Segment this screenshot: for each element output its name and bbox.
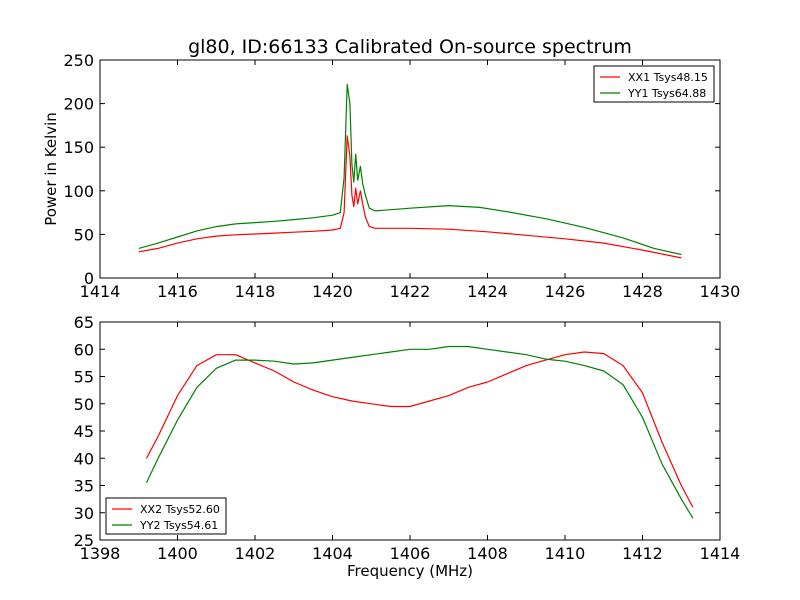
chart-title: gl80, ID:66133 Calibrated On-source spec… (188, 36, 632, 58)
legend-label: YY2 Tsys54.61 (139, 519, 218, 532)
x-tick-label: 1422 (390, 282, 431, 301)
x-tick-label: 1402 (235, 544, 276, 563)
legend-box (105, 497, 227, 535)
y-tick-label: 250 (63, 51, 94, 70)
bottom-spectrum-panel: 1398 1400 1402 1404 1406 1408 1410 1412 1414 25 30… (74, 313, 741, 580)
y-tick-label: 100 (63, 182, 94, 201)
legend: XX1 Tsys48.15 YY1 Tsys64.88 (593, 65, 715, 103)
legend-box (593, 65, 715, 103)
x-tick-label: 1414 (700, 544, 741, 563)
x-tick-label: 1398 (80, 544, 121, 563)
y-tick-label: 25 (74, 531, 94, 550)
x-tick-label: 1424 (467, 282, 508, 301)
x-axis-label: Frequency (MHz) (347, 562, 473, 580)
series-line-xx2 (145, 351, 694, 508)
x-tick-label: 1400 (157, 544, 198, 563)
x-tick-label: 1406 (390, 544, 431, 563)
x-tick-label: 1414 (80, 282, 121, 301)
y-tick-label: 35 (74, 477, 94, 496)
x-tick-label: 1416 (157, 282, 198, 301)
legend-label: YY1 Tsys64.88 (627, 87, 706, 100)
series-line-yy2 (145, 345, 694, 519)
y-tick-label: 65 (74, 313, 94, 332)
x-tick-label: 1430 (700, 282, 741, 301)
legend-label: XX2 Tsys52.60 (140, 503, 220, 516)
series-line-xx1 (138, 135, 682, 259)
legend-label: XX1 Tsys48.15 (628, 71, 708, 84)
y-tick-label: 55 (74, 368, 94, 387)
legend: XX2 Tsys52.60 YY2 Tsys54.61 (105, 497, 227, 535)
x-tick-label: 1426 (545, 282, 586, 301)
y-axis-label: Power in Kelvin (42, 112, 60, 226)
y-tick-label: 200 (63, 95, 94, 114)
x-tick-label: 1412 (622, 544, 663, 563)
x-tick-label: 1408 (467, 544, 508, 563)
x-tick-label: 1418 (235, 282, 276, 301)
y-tick-label: 40 (74, 449, 94, 468)
x-tick-label: 1420 (312, 282, 353, 301)
y-tick-label: 30 (74, 504, 94, 523)
y-tick-label: 0 (84, 269, 94, 288)
series-line-yy1 (138, 83, 682, 256)
top-spectrum-panel: 1414 1416 1418 1420 1422 1424 1426 1428 1430 0 50 1… (42, 51, 740, 301)
y-tick-label: 50 (74, 395, 94, 414)
y-tick-label: 60 (74, 340, 94, 359)
y-tick-label: 50 (74, 225, 94, 244)
y-tick-label: 150 (63, 138, 94, 157)
x-tick-label: 1404 (312, 544, 353, 563)
x-tick-label: 1428 (622, 282, 663, 301)
y-tick-label: 45 (74, 422, 94, 441)
x-tick-label: 1410 (545, 544, 586, 563)
